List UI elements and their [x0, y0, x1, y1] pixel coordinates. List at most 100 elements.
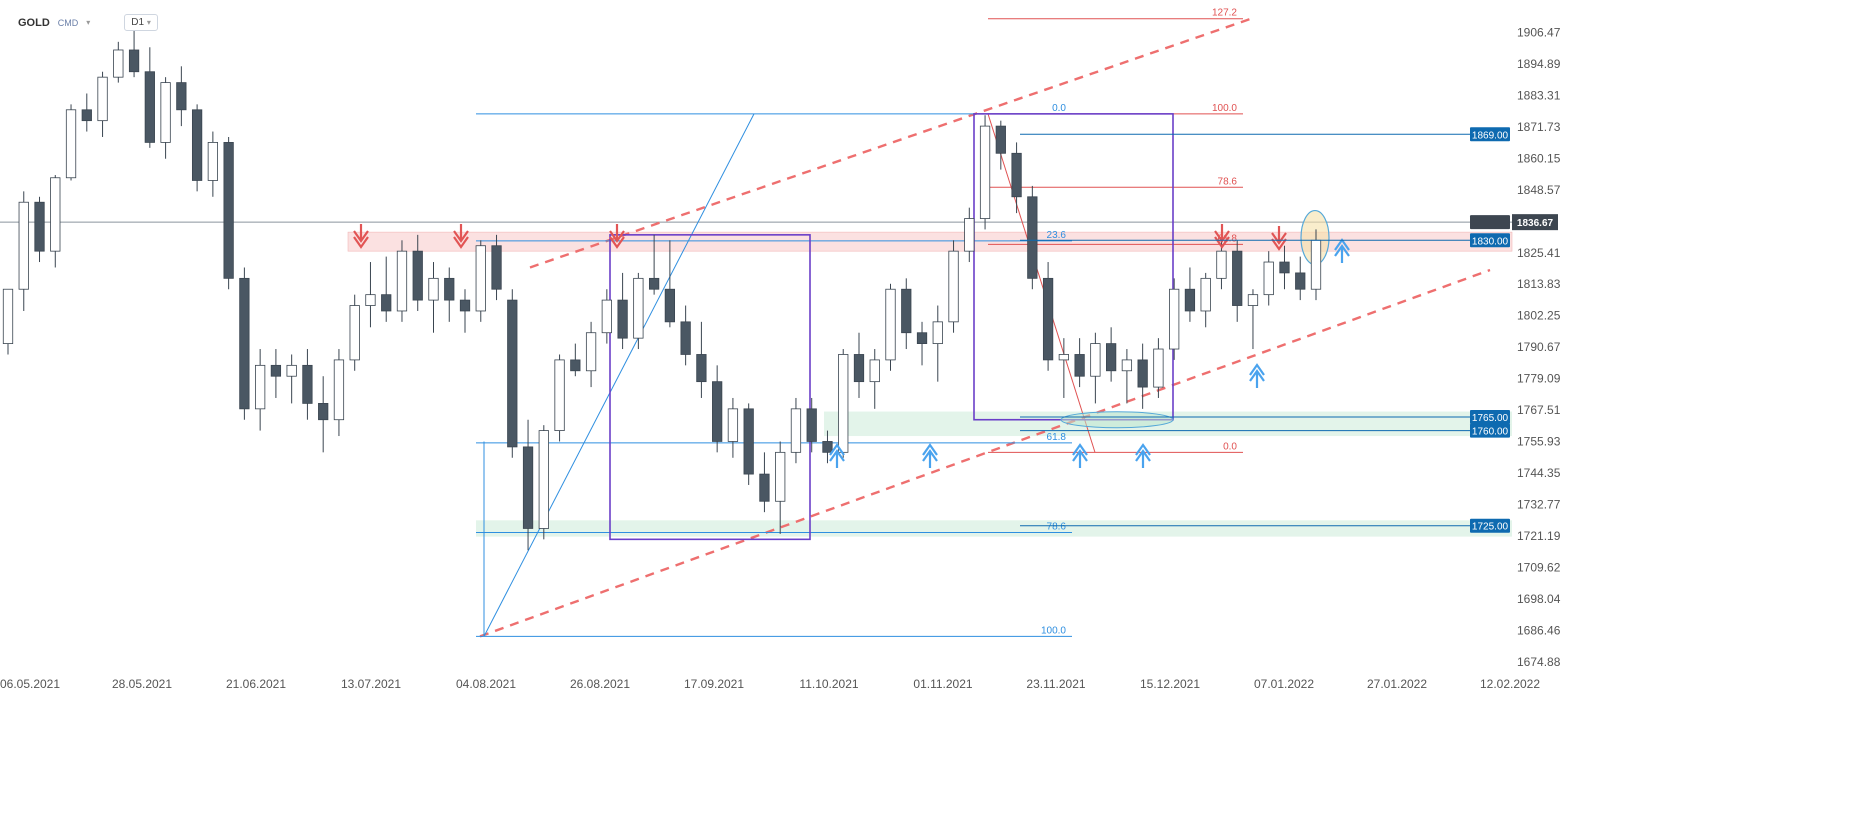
chevron-down-icon[interactable]: ▾ [86, 18, 91, 27]
candle-body [475, 245, 486, 312]
candle-body [712, 381, 723, 442]
timeframe-selector[interactable]: D1 ▾ [124, 14, 158, 31]
price-tag-bg [1470, 233, 1510, 248]
candle-body [18, 201, 29, 290]
candle-body [570, 359, 581, 372]
price-tag-text: 1830.00 [1472, 236, 1509, 247]
price-tag-bg [1470, 409, 1510, 424]
candle-body [853, 354, 865, 383]
up-arrow-shape [1249, 363, 1265, 388]
candle-body [444, 277, 455, 301]
time-axis-label: 15.12.2021 [1140, 677, 1200, 691]
candle-body [412, 250, 423, 301]
candle-body [664, 288, 676, 323]
candle-body [806, 408, 817, 442]
candle-body [1310, 239, 1322, 290]
price-axis-label: 1790.67 [1517, 340, 1561, 354]
drawings-layer: 0.023.661.878.6100.00.061.878.6100.0127.… [0, 8, 1512, 638]
price-axis-label: 1709.62 [1517, 561, 1561, 575]
candle-body [1137, 359, 1148, 388]
upper-trendline [529, 16, 1256, 269]
markers-layer [353, 224, 1350, 468]
candle-body [381, 294, 392, 312]
candle-body [1279, 261, 1290, 274]
candle-body [239, 277, 250, 410]
fib-red-label: 78.6 [1218, 176, 1238, 187]
candle-body [396, 250, 408, 312]
symbol-label: GOLD [18, 16, 50, 29]
time-axis-label: 21.06.2021 [226, 677, 286, 691]
candle-body [743, 408, 754, 475]
candle-body [255, 364, 266, 410]
candle-body [932, 321, 943, 344]
price-axis-label: 1802.25 [1517, 309, 1561, 323]
candle-body [207, 142, 218, 181]
candle-body [459, 299, 471, 312]
support-zone [824, 411, 1512, 437]
candle-body [176, 82, 187, 111]
up-arrow-shape [1072, 443, 1088, 468]
source-label[interactable]: CMD [57, 17, 79, 28]
candle-body [286, 364, 297, 377]
price-axis-label: 1755.93 [1517, 435, 1561, 449]
candles-layer [2, 22, 1322, 551]
zones-layer [347, 231, 1513, 537]
candle-body [727, 408, 739, 442]
time-axis-label: 06.05.2021 [0, 677, 60, 691]
candle-body [491, 245, 502, 290]
up-arrow-shape [1135, 443, 1151, 468]
candle-body [916, 332, 928, 344]
up-arrow-shape [829, 443, 845, 468]
price-axis-label: 1883.31 [1517, 88, 1561, 102]
price-tag-text: 1725.00 [1472, 522, 1509, 533]
price-axis-label: 1686.46 [1517, 624, 1561, 638]
candle-body [1121, 359, 1133, 372]
time-axis[interactable]: 06.05.2021 28.05.2021 21.06.2021 13.07.2021… [0, 677, 1540, 691]
price-axis-label: 1906.47 [1517, 25, 1561, 39]
candle-body [1200, 277, 1211, 312]
price-tag-text: 1760.00 [1472, 427, 1509, 438]
candle-body [1042, 277, 1054, 361]
candle-body [869, 359, 880, 383]
price-axis-label: 1721.19 [1517, 529, 1561, 543]
fib-red-trendline [987, 113, 1096, 453]
candle-body [554, 359, 565, 431]
price-axis-label: 1894.89 [1517, 57, 1561, 71]
time-axis-label: 26.08.2021 [570, 677, 630, 691]
down-arrow-icon [453, 224, 469, 249]
price-axis-label: 1813.83 [1517, 277, 1561, 291]
up-arrow-icon [1135, 443, 1151, 468]
candle-body [302, 364, 313, 404]
chart-header: GOLD CMD ▾ D1 ▾ [18, 14, 158, 31]
candle-body [1295, 272, 1306, 290]
price-tag-text: 1765.00 [1472, 413, 1509, 424]
up-arrow-icon [829, 443, 845, 468]
candle-body [759, 473, 770, 502]
down-arrow-shape [353, 224, 369, 249]
candle-body [1263, 261, 1274, 296]
candle-body [790, 408, 802, 453]
candle-body [979, 125, 991, 219]
candle-body [113, 49, 124, 78]
candle-body [822, 441, 833, 453]
range-box-left [609, 234, 811, 541]
fib-red-label: 100.0 [1212, 103, 1237, 114]
candle-body [601, 299, 612, 334]
candle-body [97, 76, 108, 122]
time-axis-label: 23.11.2021 [1026, 677, 1085, 691]
price-axis-label: 1698.04 [1517, 592, 1561, 606]
fib-blue-label: 78.6 [1047, 522, 1067, 533]
price-axis[interactable]: 1906.47 1894.89 1883.31 1871.73 1860.15 1848.… [1517, 25, 1561, 669]
candle-body [1106, 343, 1117, 372]
candle-body [128, 49, 140, 73]
time-axis-label: 01.11.2021 [913, 677, 972, 691]
up-arrow-shape [922, 443, 938, 468]
candle-body [191, 109, 203, 181]
candle-body [1216, 250, 1227, 279]
time-axis-label: 27.01.2022 [1367, 677, 1427, 691]
candle-body [1074, 354, 1085, 377]
price-tag-text: 1836.67 [1517, 218, 1554, 229]
current-price-tag: 1836.67 [1470, 214, 1558, 231]
price-tag-bg [1470, 518, 1510, 533]
